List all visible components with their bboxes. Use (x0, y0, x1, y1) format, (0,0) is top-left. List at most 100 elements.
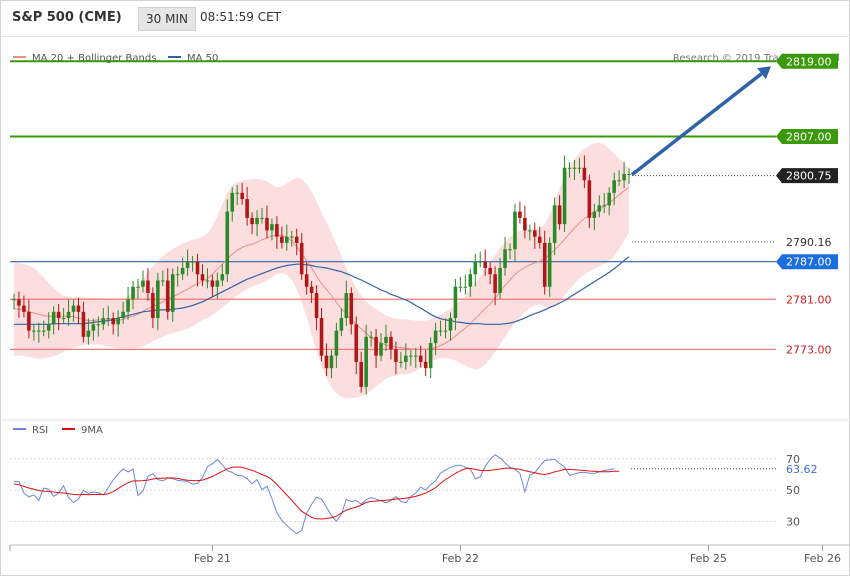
candle-body (275, 224, 279, 237)
legend-ma20-label: MA 20 + Bollinger Bands (32, 53, 156, 64)
candle-body (56, 311, 61, 319)
candle-body (428, 343, 433, 369)
candle-body (170, 274, 175, 312)
candle-body (215, 280, 220, 287)
candle-body (260, 217, 264, 219)
last-price-label-tag (776, 168, 838, 184)
candle-body (225, 211, 230, 275)
candle-body (498, 267, 502, 294)
candle-body (46, 324, 51, 331)
candle-body (612, 180, 616, 193)
pivot-label-tag (776, 254, 838, 270)
rsi-9ma-line (13, 466, 620, 520)
candle-body (513, 211, 517, 250)
candle-body (577, 167, 582, 169)
candle-body (533, 230, 537, 237)
candle-body (379, 343, 383, 356)
candle-body (324, 355, 329, 369)
candle-body (22, 305, 26, 312)
candle-body (423, 361, 428, 369)
candle-body (627, 174, 631, 176)
x-tick-label: Feb 26 (804, 552, 841, 565)
candle-body (304, 274, 309, 287)
candle-body (458, 286, 463, 288)
candle-body (567, 167, 572, 169)
candle-body (617, 180, 621, 182)
candle-body (463, 286, 468, 288)
candle-body (91, 324, 96, 331)
candle-body (289, 236, 294, 238)
candle-body (488, 267, 492, 275)
candle-body (280, 236, 284, 243)
candle-body (364, 336, 368, 387)
candle-body (250, 217, 254, 225)
candle-body (562, 167, 567, 225)
candle-body (503, 249, 507, 268)
candle-body (86, 330, 91, 337)
resistance-label-tag (776, 53, 838, 69)
candle-body (106, 318, 111, 320)
resistance-label: 2819.00 (786, 55, 832, 68)
candle-body (334, 330, 339, 356)
candle-body (443, 330, 448, 332)
candle-body (161, 280, 165, 282)
candle-body (37, 330, 41, 332)
x-tick-label: Feb 21 (194, 552, 231, 565)
rsi-tick-label: 30 (786, 515, 800, 528)
candle-body (572, 167, 577, 169)
candle-body (146, 280, 150, 294)
candle-body (136, 286, 140, 288)
x-tick-label: Feb 22 (442, 552, 479, 565)
candle-body (438, 330, 443, 332)
candle-body (32, 330, 36, 332)
candle-body (81, 311, 86, 337)
rsi-tick-label: 70 (786, 453, 800, 466)
candle-body (344, 293, 349, 319)
candle-body (518, 211, 522, 218)
rsi-tick-label: 50 (786, 484, 800, 497)
candle-body (270, 224, 274, 231)
candle-body (240, 192, 244, 200)
timeframe-selector[interactable]: 30 MIN (138, 7, 196, 31)
bollinger-band (14, 142, 629, 399)
candle-body (121, 311, 125, 319)
x-tick-label: Feb 25 (690, 552, 727, 565)
candle-body (245, 199, 249, 218)
instrument-title: S&P 500 (CME) (12, 10, 122, 25)
copyright-label: Research © 2019 Trading Central (673, 53, 840, 64)
candle-body (493, 274, 497, 294)
support-label: 2773.00 (786, 343, 832, 356)
candle-body (205, 280, 210, 282)
candle-body (195, 261, 200, 275)
forecast-arrow-shaft (630, 72, 763, 176)
candle-body (384, 336, 388, 344)
candle-body (409, 355, 413, 357)
chart-header: S&P 500 (CME) 30 MIN 08:51:59 CET (0, 0, 850, 37)
candle-body (41, 330, 46, 332)
candle-body (468, 274, 473, 287)
candle-body (354, 324, 359, 362)
candle-body (299, 242, 304, 275)
candle-body (185, 261, 190, 268)
candle-body (151, 293, 155, 319)
last-price-label: 2800.75 (786, 170, 832, 183)
legend-rsi-label: RSI (32, 425, 48, 436)
candle-body (413, 355, 418, 357)
candle-body (523, 217, 527, 231)
candle-body (255, 217, 259, 225)
candle-body (537, 236, 542, 243)
candle-body (156, 280, 160, 319)
candle-body (359, 361, 363, 387)
pivot-label: 2787.00 (786, 256, 832, 269)
candle-body (309, 286, 314, 294)
candle-body (76, 305, 81, 312)
candle-body (71, 305, 76, 312)
legend-ma50-label: MA 50 (187, 53, 218, 64)
candle-body (339, 318, 344, 331)
candle-body (349, 293, 354, 325)
candle-body (180, 267, 185, 275)
candle-body (369, 336, 373, 338)
candle-body (294, 236, 299, 243)
candle-body (394, 349, 398, 362)
